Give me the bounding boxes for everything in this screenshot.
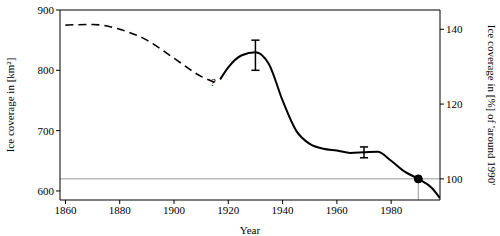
svg-text:1880: 1880 xyxy=(109,204,132,216)
svg-text:1900: 1900 xyxy=(163,204,186,216)
svg-text:900: 900 xyxy=(38,4,55,16)
svg-text:1980: 1980 xyxy=(380,204,403,216)
svg-text:Ice coverage in [km²]: Ice coverage in [km²] xyxy=(8,58,16,153)
svg-text:1940: 1940 xyxy=(272,204,295,216)
svg-text:100: 100 xyxy=(446,173,463,185)
svg-text:140: 140 xyxy=(446,23,463,35)
svg-text:1860: 1860 xyxy=(54,204,77,216)
svg-text:600: 600 xyxy=(38,185,55,197)
svg-text:700: 700 xyxy=(38,125,55,137)
svg-text:1960: 1960 xyxy=(326,204,349,216)
svg-text:1920: 1920 xyxy=(217,204,240,216)
svg-text:?: ? xyxy=(210,76,216,88)
svg-text:120: 120 xyxy=(446,98,463,110)
svg-text:800: 800 xyxy=(38,64,55,76)
svg-text:Year: Year xyxy=(240,224,261,236)
svg-text:Ice coverage in [%] of 'around: Ice coverage in [%] of 'around 1990' xyxy=(486,25,492,185)
